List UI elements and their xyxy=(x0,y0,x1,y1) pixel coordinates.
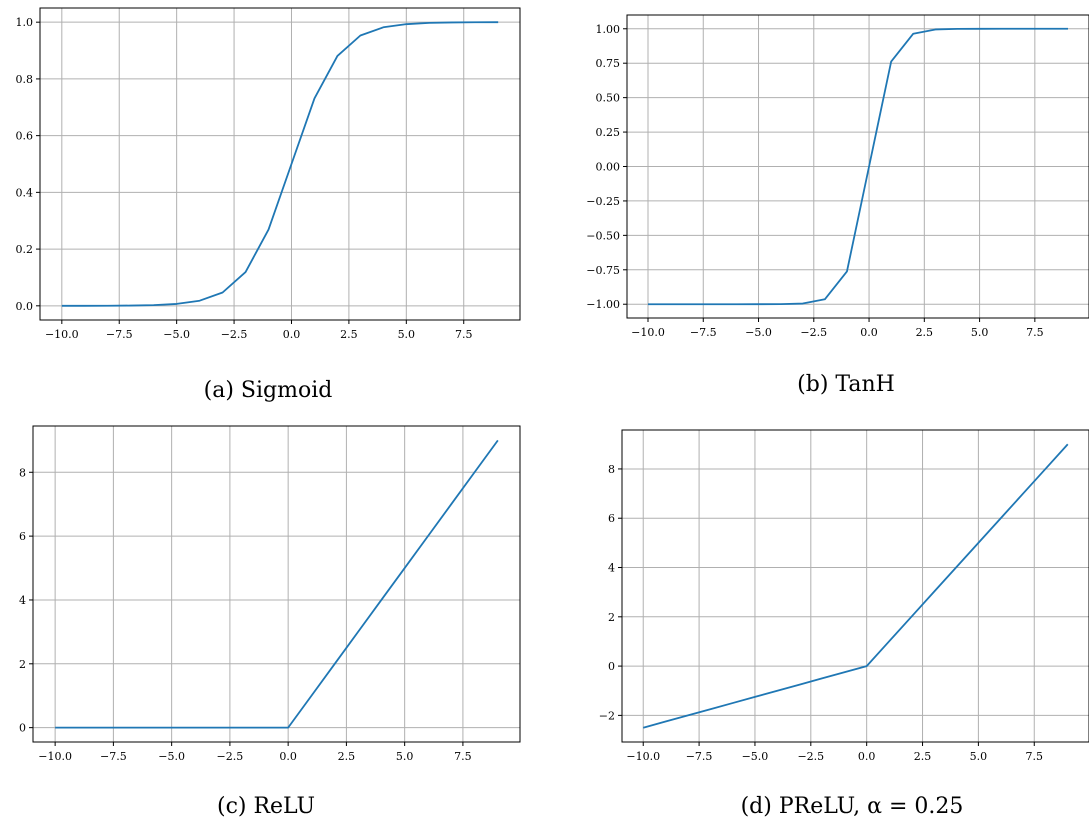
sigmoid-y-tick-label: 0.2 xyxy=(16,243,34,256)
tanh-y-tick-label: 0.75 xyxy=(596,57,621,70)
relu-x-tick-label: −5.0 xyxy=(158,750,185,763)
sigmoid-x-tick-label: 0.0 xyxy=(283,328,301,341)
caption-tanh: (b) TanH xyxy=(797,372,895,397)
prelu-y-tick-label: 6 xyxy=(608,512,615,525)
relu-x-tick-label: 2.5 xyxy=(338,750,356,763)
sigmoid-y-tick-label: 0.4 xyxy=(16,186,34,199)
prelu-x-tick-label: 2.5 xyxy=(914,750,932,763)
caption-prelu: (d) PReLU, α = 0.25 xyxy=(741,794,964,819)
prelu-x-tick-label: 5.0 xyxy=(970,750,988,763)
relu-x-tick-label: −7.5 xyxy=(100,750,127,763)
tanh-y-tick-label: −1.00 xyxy=(586,298,620,311)
prelu-panel: −10.0 −7.5 −5.0 −2.5 0.0 2.5 5.0 7.5 −2 0 2 4 6 8 xyxy=(599,429,1089,763)
relu-x-tick-label: 5.0 xyxy=(396,750,414,763)
tanh-panel: −10.0 −7.5 −5.0 −2.5 0.0 2.5 5.0 7.5 −1.00 −0.75 −… xyxy=(586,14,1089,339)
sigmoid-x-tick-label: 5.0 xyxy=(398,328,416,341)
sigmoid-x-tick-label: −2.5 xyxy=(221,328,248,341)
relu-x-tick-label: −10.0 xyxy=(38,750,72,763)
prelu-x-tick-label: 7.5 xyxy=(1026,750,1044,763)
sigmoid-x-tick-label: −10.0 xyxy=(45,328,79,341)
tanh-y-tick-label: 0.25 xyxy=(596,126,621,139)
sigmoid-x-tick-label: −7.5 xyxy=(106,328,133,341)
tanh-x-tick-label: 0.0 xyxy=(860,326,878,339)
sigmoid-panel: −10.0 −7.5 −5.0 −2.5 0.0 2.5 5.0 7.5 0.0 0.2 0.4 0.… xyxy=(16,7,521,341)
sigmoid-y-tick-label: 0.8 xyxy=(16,73,34,86)
prelu-y-tick-label: 8 xyxy=(608,463,615,476)
prelu-curve xyxy=(642,443,1069,729)
prelu-x-tick-label: 0.0 xyxy=(858,750,876,763)
sigmoid-y-tick-label: 1.0 xyxy=(16,16,34,29)
relu-y-tick-label: 2 xyxy=(19,658,26,671)
prelu-y-tick-label: 4 xyxy=(608,562,615,575)
tanh-y-tick-label: 0.50 xyxy=(596,92,621,105)
caption-sigmoid: (a) Sigmoid xyxy=(204,378,333,403)
prelu-x-tick-label: −5.0 xyxy=(742,750,769,763)
relu-y-tick-label: 6 xyxy=(19,530,26,543)
prelu-y-tick-label: 2 xyxy=(608,611,615,624)
caption-relu: (c) ReLU xyxy=(217,794,315,819)
tanh-y-tick-label: −0.25 xyxy=(586,195,620,208)
tanh-x-tick-label: −10.0 xyxy=(631,326,665,339)
prelu-x-tick-label: −7.5 xyxy=(686,750,713,763)
relu-axes-frame xyxy=(32,425,521,743)
sigmoid-axes-frame xyxy=(39,7,521,321)
tanh-x-tick-label: 5.0 xyxy=(971,326,989,339)
relu-y-tick-label: 0 xyxy=(19,722,26,735)
sigmoid-x-tick-label: −5.0 xyxy=(163,328,190,341)
tanh-y-tick-label: −0.50 xyxy=(586,229,620,242)
relu-x-tick-label: 7.5 xyxy=(454,750,472,763)
tanh-y-tick-label: −0.75 xyxy=(586,264,620,277)
prelu-x-tick-label: −10.0 xyxy=(626,750,660,763)
sigmoid-y-tick-label: 0.6 xyxy=(16,130,34,143)
relu-y-tick-label: 8 xyxy=(19,466,26,479)
sigmoid-x-tick-label: 7.5 xyxy=(455,328,473,341)
prelu-x-tick-label: −2.5 xyxy=(797,750,824,763)
tanh-y-tick-label: 1.00 xyxy=(596,23,621,36)
prelu-y-tick-label: −2 xyxy=(599,709,615,722)
relu-y-tick-label: 4 xyxy=(19,594,26,607)
relu-x-tick-label: 0.0 xyxy=(279,750,297,763)
sigmoid-y-tick-label: 0.0 xyxy=(16,300,34,313)
tanh-x-tick-label: −5.0 xyxy=(745,326,772,339)
tanh-x-tick-label: −7.5 xyxy=(690,326,717,339)
sigmoid-curve xyxy=(61,21,499,307)
tanh-x-tick-label: 2.5 xyxy=(916,326,934,339)
prelu-axes-frame xyxy=(621,429,1089,743)
tanh-x-tick-label: −2.5 xyxy=(800,326,827,339)
relu-curve xyxy=(55,439,499,729)
tanh-y-tick-label: 0.00 xyxy=(596,161,621,174)
relu-x-tick-label: −2.5 xyxy=(217,750,244,763)
tanh-x-tick-label: 7.5 xyxy=(1026,326,1044,339)
tanh-curve xyxy=(648,27,1068,306)
relu-panel: −10.0 −7.5 −5.0 −2.5 0.0 2.5 5.0 7.5 0 2 4 6 8 xyxy=(19,425,521,763)
prelu-y-tick-label: 0 xyxy=(608,660,615,673)
sigmoid-x-tick-label: 2.5 xyxy=(340,328,358,341)
